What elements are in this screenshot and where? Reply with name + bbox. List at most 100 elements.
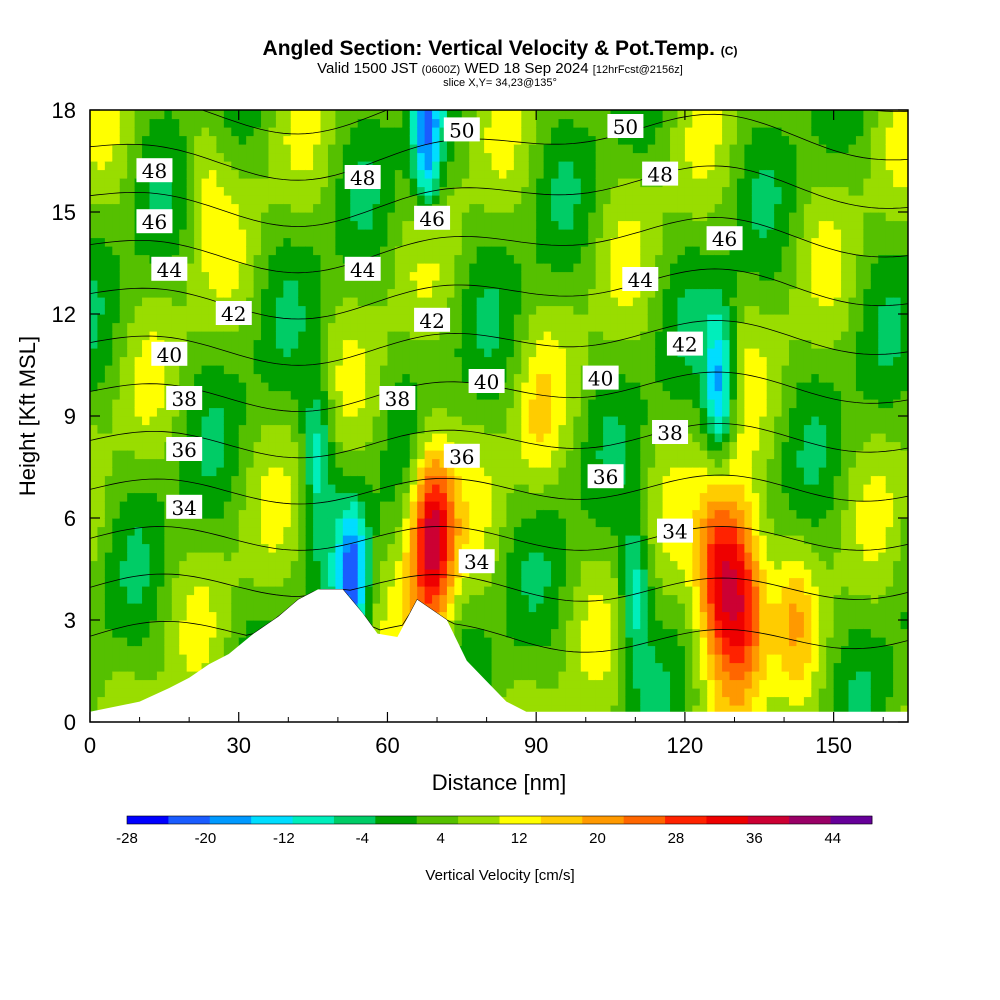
velocity-cell — [357, 229, 366, 239]
velocity-cell — [580, 577, 589, 587]
velocity-cell — [573, 288, 582, 298]
velocity-cell — [387, 594, 396, 604]
velocity-cell — [134, 586, 143, 596]
velocity-cell — [402, 373, 411, 383]
velocity-cell — [580, 433, 589, 443]
velocity-cell — [573, 373, 582, 383]
velocity-cell — [551, 203, 560, 213]
velocity-cell — [275, 229, 284, 239]
velocity-cell — [565, 356, 574, 366]
velocity-cell — [290, 161, 299, 171]
velocity-cell — [164, 662, 173, 672]
velocity-cell — [402, 450, 411, 460]
velocity-cell — [179, 186, 188, 196]
velocity-cell — [298, 186, 307, 196]
velocity-cell — [454, 254, 463, 264]
velocity-cell — [186, 637, 195, 647]
velocity-cell — [320, 135, 329, 145]
velocity-cell — [387, 365, 396, 375]
velocity-cell — [551, 373, 560, 383]
velocity-cell — [238, 288, 247, 298]
velocity-cell — [201, 178, 210, 188]
velocity-cell — [513, 603, 522, 613]
velocity-cell — [119, 373, 128, 383]
velocity-cell — [365, 407, 374, 417]
velocity-cell — [261, 603, 270, 613]
velocity-cell — [275, 586, 284, 596]
velocity-cell — [476, 407, 485, 417]
velocity-cell — [90, 195, 99, 205]
velocity-cell — [551, 382, 560, 392]
velocity-cell — [134, 373, 143, 383]
velocity-cell — [97, 458, 106, 468]
velocity-cell — [499, 518, 508, 528]
velocity-cell — [394, 373, 403, 383]
velocity-cell — [432, 407, 441, 417]
velocity-cell — [104, 560, 113, 570]
velocity-cell — [119, 203, 128, 213]
velocity-cell — [439, 118, 448, 128]
velocity-cell — [454, 594, 463, 604]
velocity-cell — [246, 586, 255, 596]
velocity-cell — [231, 433, 240, 443]
velocity-cell — [573, 169, 582, 179]
velocity-cell — [149, 178, 158, 188]
velocity-cell — [261, 229, 270, 239]
velocity-cell — [380, 356, 389, 366]
velocity-cell — [283, 382, 292, 392]
velocity-cell — [283, 399, 292, 409]
velocity-cell — [603, 637, 612, 647]
velocity-cell — [528, 535, 537, 545]
velocity-cell — [446, 526, 455, 536]
velocity-cell — [372, 577, 381, 587]
velocity-cell — [595, 501, 604, 511]
velocity-cell — [97, 152, 106, 162]
velocity-cell — [506, 543, 515, 553]
velocity-cell — [357, 441, 366, 451]
velocity-cell — [350, 509, 359, 519]
velocity-cell — [208, 416, 218, 426]
velocity-cell — [104, 186, 113, 196]
velocity-cell — [365, 339, 374, 349]
velocity-cell — [119, 688, 128, 698]
velocity-cell — [290, 186, 299, 196]
velocity-cell — [424, 501, 433, 511]
velocity-cell — [365, 424, 374, 434]
velocity-cell — [372, 594, 381, 604]
velocity-cell — [506, 492, 515, 502]
velocity-cell — [521, 297, 530, 307]
velocity-cell — [565, 594, 574, 604]
velocity-cell — [164, 110, 173, 120]
velocity-cell — [201, 501, 210, 511]
velocity-cell — [290, 441, 299, 451]
velocity-cell — [261, 543, 270, 553]
velocity-cell — [231, 322, 240, 332]
velocity-cell — [439, 297, 448, 307]
velocity-cell — [565, 475, 574, 485]
velocity-cell — [298, 263, 307, 273]
velocity-cell — [342, 127, 351, 137]
velocity-cell — [402, 237, 411, 247]
velocity-cell — [446, 484, 455, 494]
velocity-cell — [231, 577, 240, 587]
velocity-cell — [283, 543, 292, 553]
velocity-cell — [409, 424, 418, 434]
velocity-cell — [208, 280, 218, 290]
velocity-cell — [424, 365, 433, 375]
velocity-cell — [491, 560, 500, 570]
velocity-cell — [573, 144, 582, 154]
velocity-cell — [201, 135, 210, 145]
velocity-cell — [536, 509, 545, 519]
velocity-cell — [253, 356, 262, 366]
velocity-cell — [208, 348, 218, 358]
velocity-cell — [558, 688, 567, 698]
velocity-cell — [454, 569, 463, 579]
velocity-cell — [298, 305, 307, 315]
velocity-cell — [275, 127, 284, 137]
velocity-cell — [246, 628, 255, 638]
velocity-cell — [320, 501, 329, 511]
velocity-cell — [268, 212, 277, 222]
velocity-cell — [313, 339, 322, 349]
velocity-cell — [476, 322, 485, 332]
velocity-cell — [484, 416, 493, 426]
